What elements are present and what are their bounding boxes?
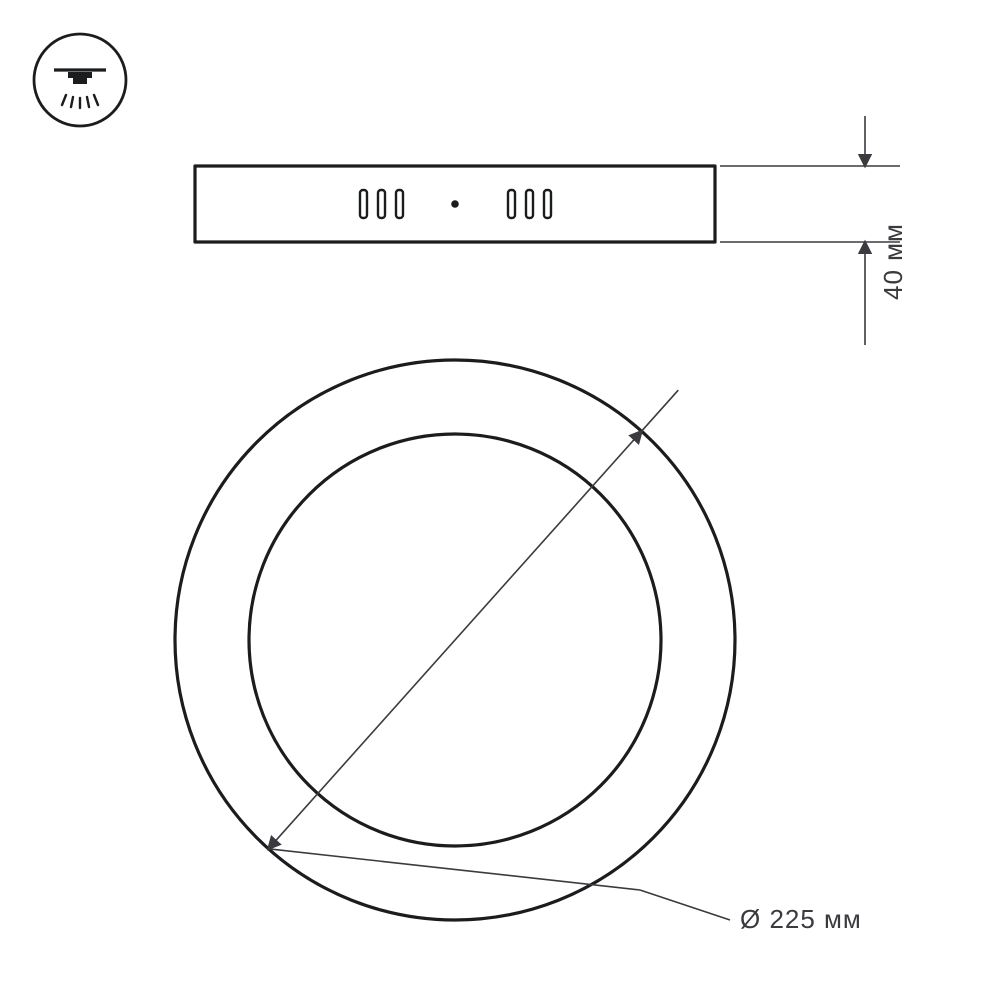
top-view: Ø 225 мм — [175, 360, 862, 934]
height-dimension: 40 мм — [720, 116, 908, 345]
side-view — [195, 166, 715, 242]
height-label: 40 мм — [878, 223, 908, 300]
technical-drawing: 40 мм Ø 225 мм — [0, 0, 1000, 1000]
mounting-type-icon — [34, 34, 126, 126]
diameter-label: Ø 225 мм — [740, 904, 862, 934]
